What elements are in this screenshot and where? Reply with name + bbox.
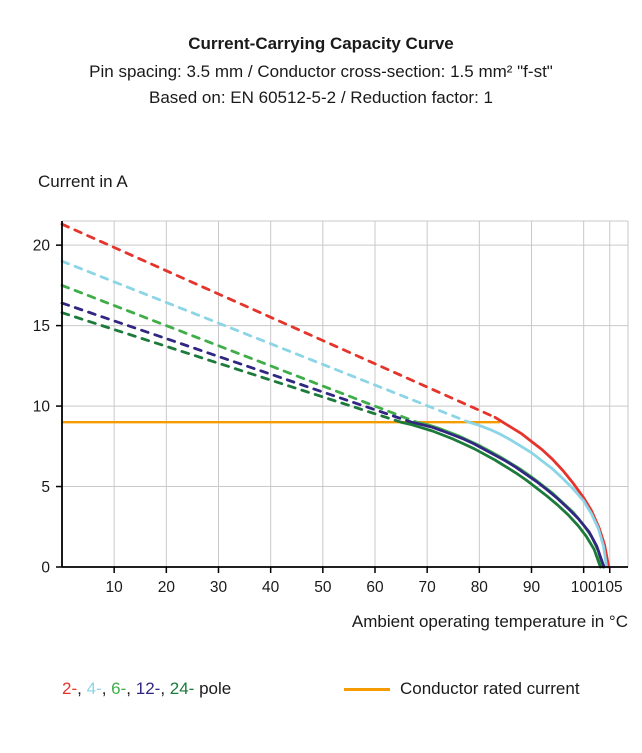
capacity-chart: 10 20 30 40 50 60 70 80 90 100 105 0 5 10 15 20 <box>33 220 629 596</box>
series-6-pole-solid-line <box>415 420 604 569</box>
tick-label-x: 105 <box>597 579 623 596</box>
legend-pole-suffix: pole <box>194 679 232 698</box>
chart-area: 10 20 30 40 50 60 70 80 90 100 105 0 5 10 15 20 <box>0 205 642 605</box>
conductor-rated-current-line-icon <box>344 687 390 691</box>
conductor-rated-current-label: Conductor rated current <box>400 679 580 698</box>
legend-separator: , <box>101 679 112 698</box>
tick-label-x: 60 <box>366 579 384 596</box>
title-block: Current-Carrying Capacity Curve Pin spac… <box>0 34 642 114</box>
chart-subtitle-2: Based on: EN 60512-5-2 / Reduction facto… <box>149 88 493 107</box>
legend-pole-2: 2- <box>62 679 78 698</box>
tick-label-x: 90 <box>523 579 541 596</box>
legend-poles: 2-, 4-, 6-, 12-, 24- pole <box>62 679 231 699</box>
x-axis-label: Ambient operating temperature in °C <box>351 612 628 631</box>
series-2-pole-dashed-line <box>60 222 497 419</box>
series-12-pole-solid-line <box>410 420 606 569</box>
series-12-pole-dashed-line <box>60 301 413 424</box>
legend-separator: , <box>77 679 87 698</box>
tick-label-y: 5 <box>41 479 50 496</box>
legend-row: 2-, 4-, 6-, 12-, 24- pole Conductor rate… <box>0 676 642 706</box>
series-6-pole-dashed-line <box>60 284 419 424</box>
tick-label-x: 40 <box>262 579 280 596</box>
tick-label-x: 20 <box>158 579 176 596</box>
tick-label-x: 70 <box>419 579 437 596</box>
legend-pole-12: 12- <box>135 679 161 698</box>
tick-label-y: 10 <box>33 399 51 416</box>
chart-title: Current-Carrying Capacity Curve <box>188 34 454 53</box>
y-axis-label: Current in A <box>38 172 128 191</box>
tick-label-x: 100 <box>571 579 597 596</box>
tick-label-x: 50 <box>314 579 332 596</box>
legend-pole-4: 4- <box>86 679 102 698</box>
tick-label-y: 15 <box>33 318 50 335</box>
series-24-pole-solid-line <box>399 420 602 569</box>
legend-pole-6: 6- <box>111 679 127 698</box>
tick-label-x: 80 <box>471 579 489 596</box>
legend-pole-24: 24- <box>169 679 195 698</box>
series-4-pole-solid-line <box>467 420 608 569</box>
series-24-pole-dashed-line <box>60 311 403 424</box>
legend-separator: , <box>160 679 170 698</box>
legend-separator: , <box>126 679 136 698</box>
tick-label-y: 20 <box>33 238 51 255</box>
series-4-pole-dashed-line <box>60 259 471 424</box>
tick-label-y: 0 <box>41 560 50 577</box>
legend-conductor: Conductor rated current <box>344 679 580 699</box>
tick-label-x: 30 <box>210 579 228 596</box>
tick-label-x: 10 <box>106 579 124 596</box>
chart-subtitle-1: Pin spacing: 3.5 mm / Conductor cross-se… <box>89 62 553 81</box>
